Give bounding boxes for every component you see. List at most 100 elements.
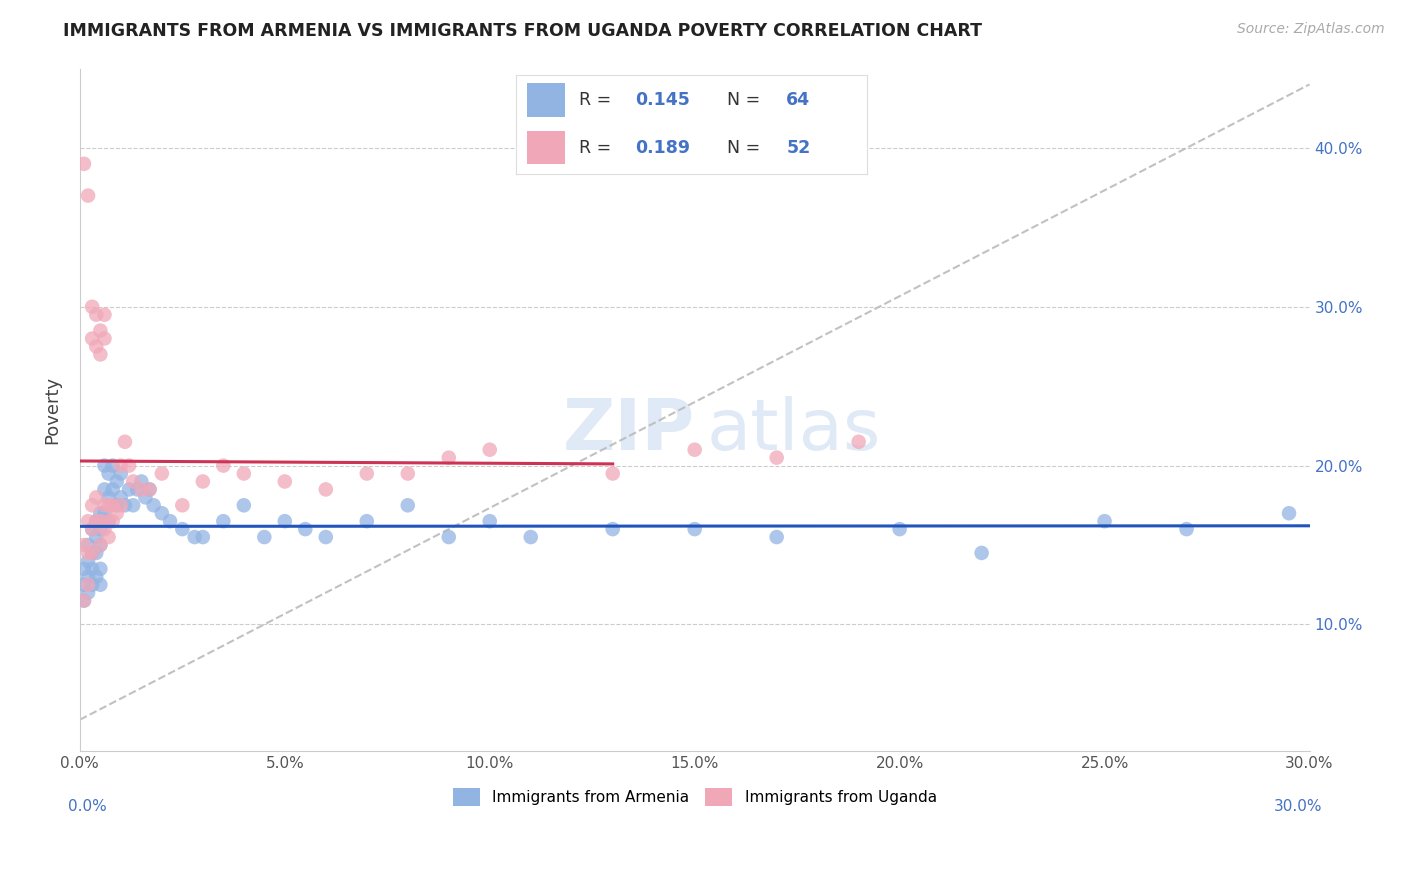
Point <box>77 554 100 568</box>
Text: atlas: atlas <box>707 396 882 465</box>
Point <box>82 522 104 536</box>
Point <box>82 546 104 560</box>
Point <box>89 538 111 552</box>
Point <box>110 491 132 505</box>
Point <box>82 522 104 536</box>
Point <box>122 475 145 489</box>
Point <box>77 538 100 552</box>
Point <box>93 332 115 346</box>
Point <box>478 442 501 457</box>
Point <box>84 308 107 322</box>
Point <box>84 514 107 528</box>
Point <box>89 506 111 520</box>
Point <box>114 434 136 449</box>
Point <box>274 475 297 489</box>
Point <box>683 522 706 536</box>
Point <box>89 514 111 528</box>
Point <box>73 578 96 592</box>
Point <box>396 467 419 481</box>
Point <box>396 498 419 512</box>
Text: IMMIGRANTS FROM ARMENIA VS IMMIGRANTS FROM UGANDA POVERTY CORRELATION CHART: IMMIGRANTS FROM ARMENIA VS IMMIGRANTS FR… <box>63 22 983 40</box>
Point <box>131 483 153 497</box>
Point <box>602 522 624 536</box>
Point <box>118 458 141 473</box>
Y-axis label: Poverty: Poverty <box>44 376 60 444</box>
Point <box>110 467 132 481</box>
Point <box>105 498 128 512</box>
Point <box>602 467 624 481</box>
Legend: Immigrants from Armenia, Immigrants from Uganda: Immigrants from Armenia, Immigrants from… <box>447 782 943 812</box>
Point <box>315 530 337 544</box>
Point <box>105 475 128 489</box>
Point <box>1175 522 1198 536</box>
Point <box>131 475 153 489</box>
Point <box>77 514 100 528</box>
Point <box>437 530 460 544</box>
Point <box>73 562 96 576</box>
Point <box>519 530 541 544</box>
Point <box>150 506 173 520</box>
Point <box>101 514 124 528</box>
Text: 30.0%: 30.0% <box>1274 799 1322 814</box>
Point <box>683 442 706 457</box>
Point <box>73 538 96 552</box>
Point <box>315 483 337 497</box>
Point <box>101 483 124 497</box>
Point <box>172 522 194 536</box>
Point <box>82 546 104 560</box>
Point <box>212 458 235 473</box>
Point <box>122 498 145 512</box>
Point <box>101 458 124 473</box>
Point <box>89 562 111 576</box>
Point <box>765 530 787 544</box>
Point <box>274 514 297 528</box>
Point <box>134 491 156 505</box>
Point <box>253 530 276 544</box>
Point <box>114 498 136 512</box>
Point <box>142 498 165 512</box>
Point <box>138 483 160 497</box>
Point <box>93 458 115 473</box>
Point <box>97 498 120 512</box>
Point <box>172 498 194 512</box>
Point <box>82 332 104 346</box>
Point <box>82 562 104 576</box>
Point <box>89 522 111 536</box>
Point <box>127 483 149 497</box>
Point <box>73 593 96 607</box>
Point <box>110 498 132 512</box>
Point <box>89 324 111 338</box>
Point <box>93 506 115 520</box>
Point <box>89 578 111 592</box>
Point <box>77 188 100 202</box>
Point <box>97 491 120 505</box>
Point <box>183 530 205 544</box>
Text: Source: ZipAtlas.com: Source: ZipAtlas.com <box>1237 22 1385 37</box>
Point <box>232 467 254 481</box>
Point <box>89 347 111 361</box>
Point <box>212 514 235 528</box>
Point <box>437 450 460 465</box>
Point <box>89 538 111 552</box>
Point <box>84 570 107 584</box>
Text: 0.0%: 0.0% <box>67 799 107 814</box>
Point <box>73 157 96 171</box>
Point <box>77 546 100 560</box>
Point <box>150 467 173 481</box>
Point <box>101 498 124 512</box>
Point <box>82 300 104 314</box>
Point <box>73 593 96 607</box>
Point <box>1094 514 1116 528</box>
Point <box>93 498 115 512</box>
Point <box>82 578 104 592</box>
Point <box>110 458 132 473</box>
Point <box>93 308 115 322</box>
Point <box>191 475 214 489</box>
Point <box>97 514 120 528</box>
Point <box>765 450 787 465</box>
Point <box>356 467 378 481</box>
Point <box>118 483 141 497</box>
Text: ZIP: ZIP <box>562 396 695 465</box>
Point <box>93 483 115 497</box>
Point <box>97 530 120 544</box>
